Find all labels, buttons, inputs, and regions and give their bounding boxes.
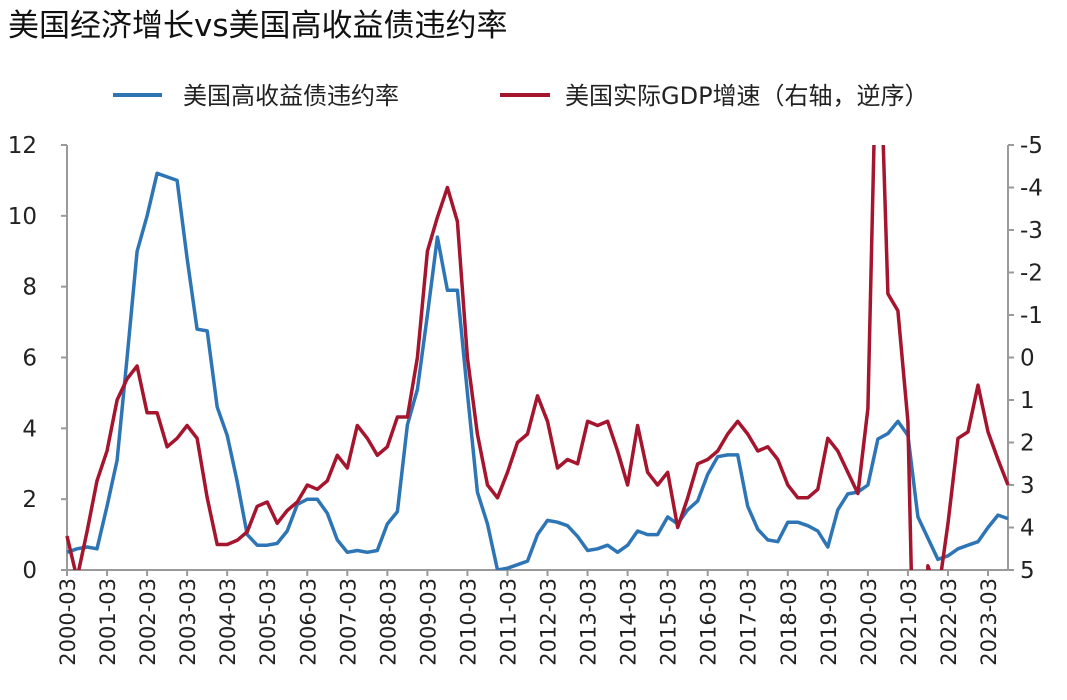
chart-title: 美国经济增长vs美国高收益债违约率 — [8, 8, 508, 44]
left-tick-label: 10 — [8, 204, 37, 230]
x-tick-label: 2001-03 — [96, 578, 120, 666]
series-line-gdp-growth — [926, 564, 932, 570]
right-tick-label: 0 — [1020, 346, 1035, 372]
x-tick-label: 2015-03 — [657, 578, 681, 666]
right-tick-label: 3 — [1020, 473, 1035, 499]
left-tick-label: 0 — [22, 558, 37, 584]
right-tick-label: 1 — [1020, 388, 1035, 414]
x-tick-label: 2009-03 — [416, 578, 440, 666]
right-tick-label: -3 — [1020, 218, 1043, 244]
series-line-gdp-growth — [939, 383, 1010, 570]
x-tick-label: 2006-03 — [296, 578, 320, 666]
plot-area — [65, 145, 1010, 570]
x-tick-label: 2003-03 — [176, 578, 200, 666]
x-tick-label: 2016-03 — [697, 578, 721, 666]
legend-label-gdp: 美国实际GDP增速（右轴，逆序） — [565, 82, 929, 110]
x-tick-label: 2005-03 — [256, 578, 280, 666]
x-tick-label: 2007-03 — [336, 578, 360, 666]
right-tick-label: 5 — [1020, 558, 1035, 584]
x-tick-label: 2004-03 — [216, 578, 240, 666]
x-tick-label: 2011-03 — [496, 578, 520, 666]
legend-label-default-rate: 美国高收益债违约率 — [183, 82, 399, 110]
series-line-gdp-growth — [881, 145, 914, 570]
x-tick-label: 2018-03 — [777, 578, 801, 666]
x-tick-label: 2014-03 — [617, 578, 641, 666]
x-tick-label: 2012-03 — [537, 578, 561, 666]
legend: 美国高收益债违约率 美国实际GDP增速（右轴，逆序） — [113, 82, 929, 110]
right-tick-label: -5 — [1020, 133, 1043, 159]
x-tick-label: 2013-03 — [577, 578, 601, 666]
left-tick-label: 4 — [22, 416, 37, 442]
series-line-gdp-growth — [65, 535, 77, 570]
series-line-gdp-growth — [77, 145, 876, 570]
x-tick-label: 2021-03 — [897, 578, 921, 666]
left-tick-label: 8 — [22, 275, 37, 301]
right-tick-label: 2 — [1020, 431, 1035, 457]
right-tick-label: -2 — [1020, 261, 1043, 287]
right-tick-label: -4 — [1020, 176, 1043, 202]
x-tick-label: 2002-03 — [136, 578, 160, 666]
left-tick-label: 2 — [22, 487, 37, 513]
right-tick-label: 4 — [1020, 516, 1035, 542]
x-tick-label: 2023-03 — [977, 578, 1001, 666]
x-tick-label: 2022-03 — [937, 578, 961, 666]
series-line-default-rate — [66, 171, 1009, 570]
right-tick-label: -1 — [1020, 303, 1043, 329]
x-tick-label: 2020-03 — [857, 578, 881, 666]
x-tick-label: 2000-03 — [56, 578, 80, 666]
left-tick-label: 12 — [8, 133, 37, 159]
x-tick-label: 2017-03 — [737, 578, 761, 666]
left-tick-label: 6 — [22, 346, 37, 372]
x-tick-label: 2010-03 — [456, 578, 480, 666]
x-tick-label: 2008-03 — [376, 578, 400, 666]
x-tick-label: 2019-03 — [817, 578, 841, 666]
